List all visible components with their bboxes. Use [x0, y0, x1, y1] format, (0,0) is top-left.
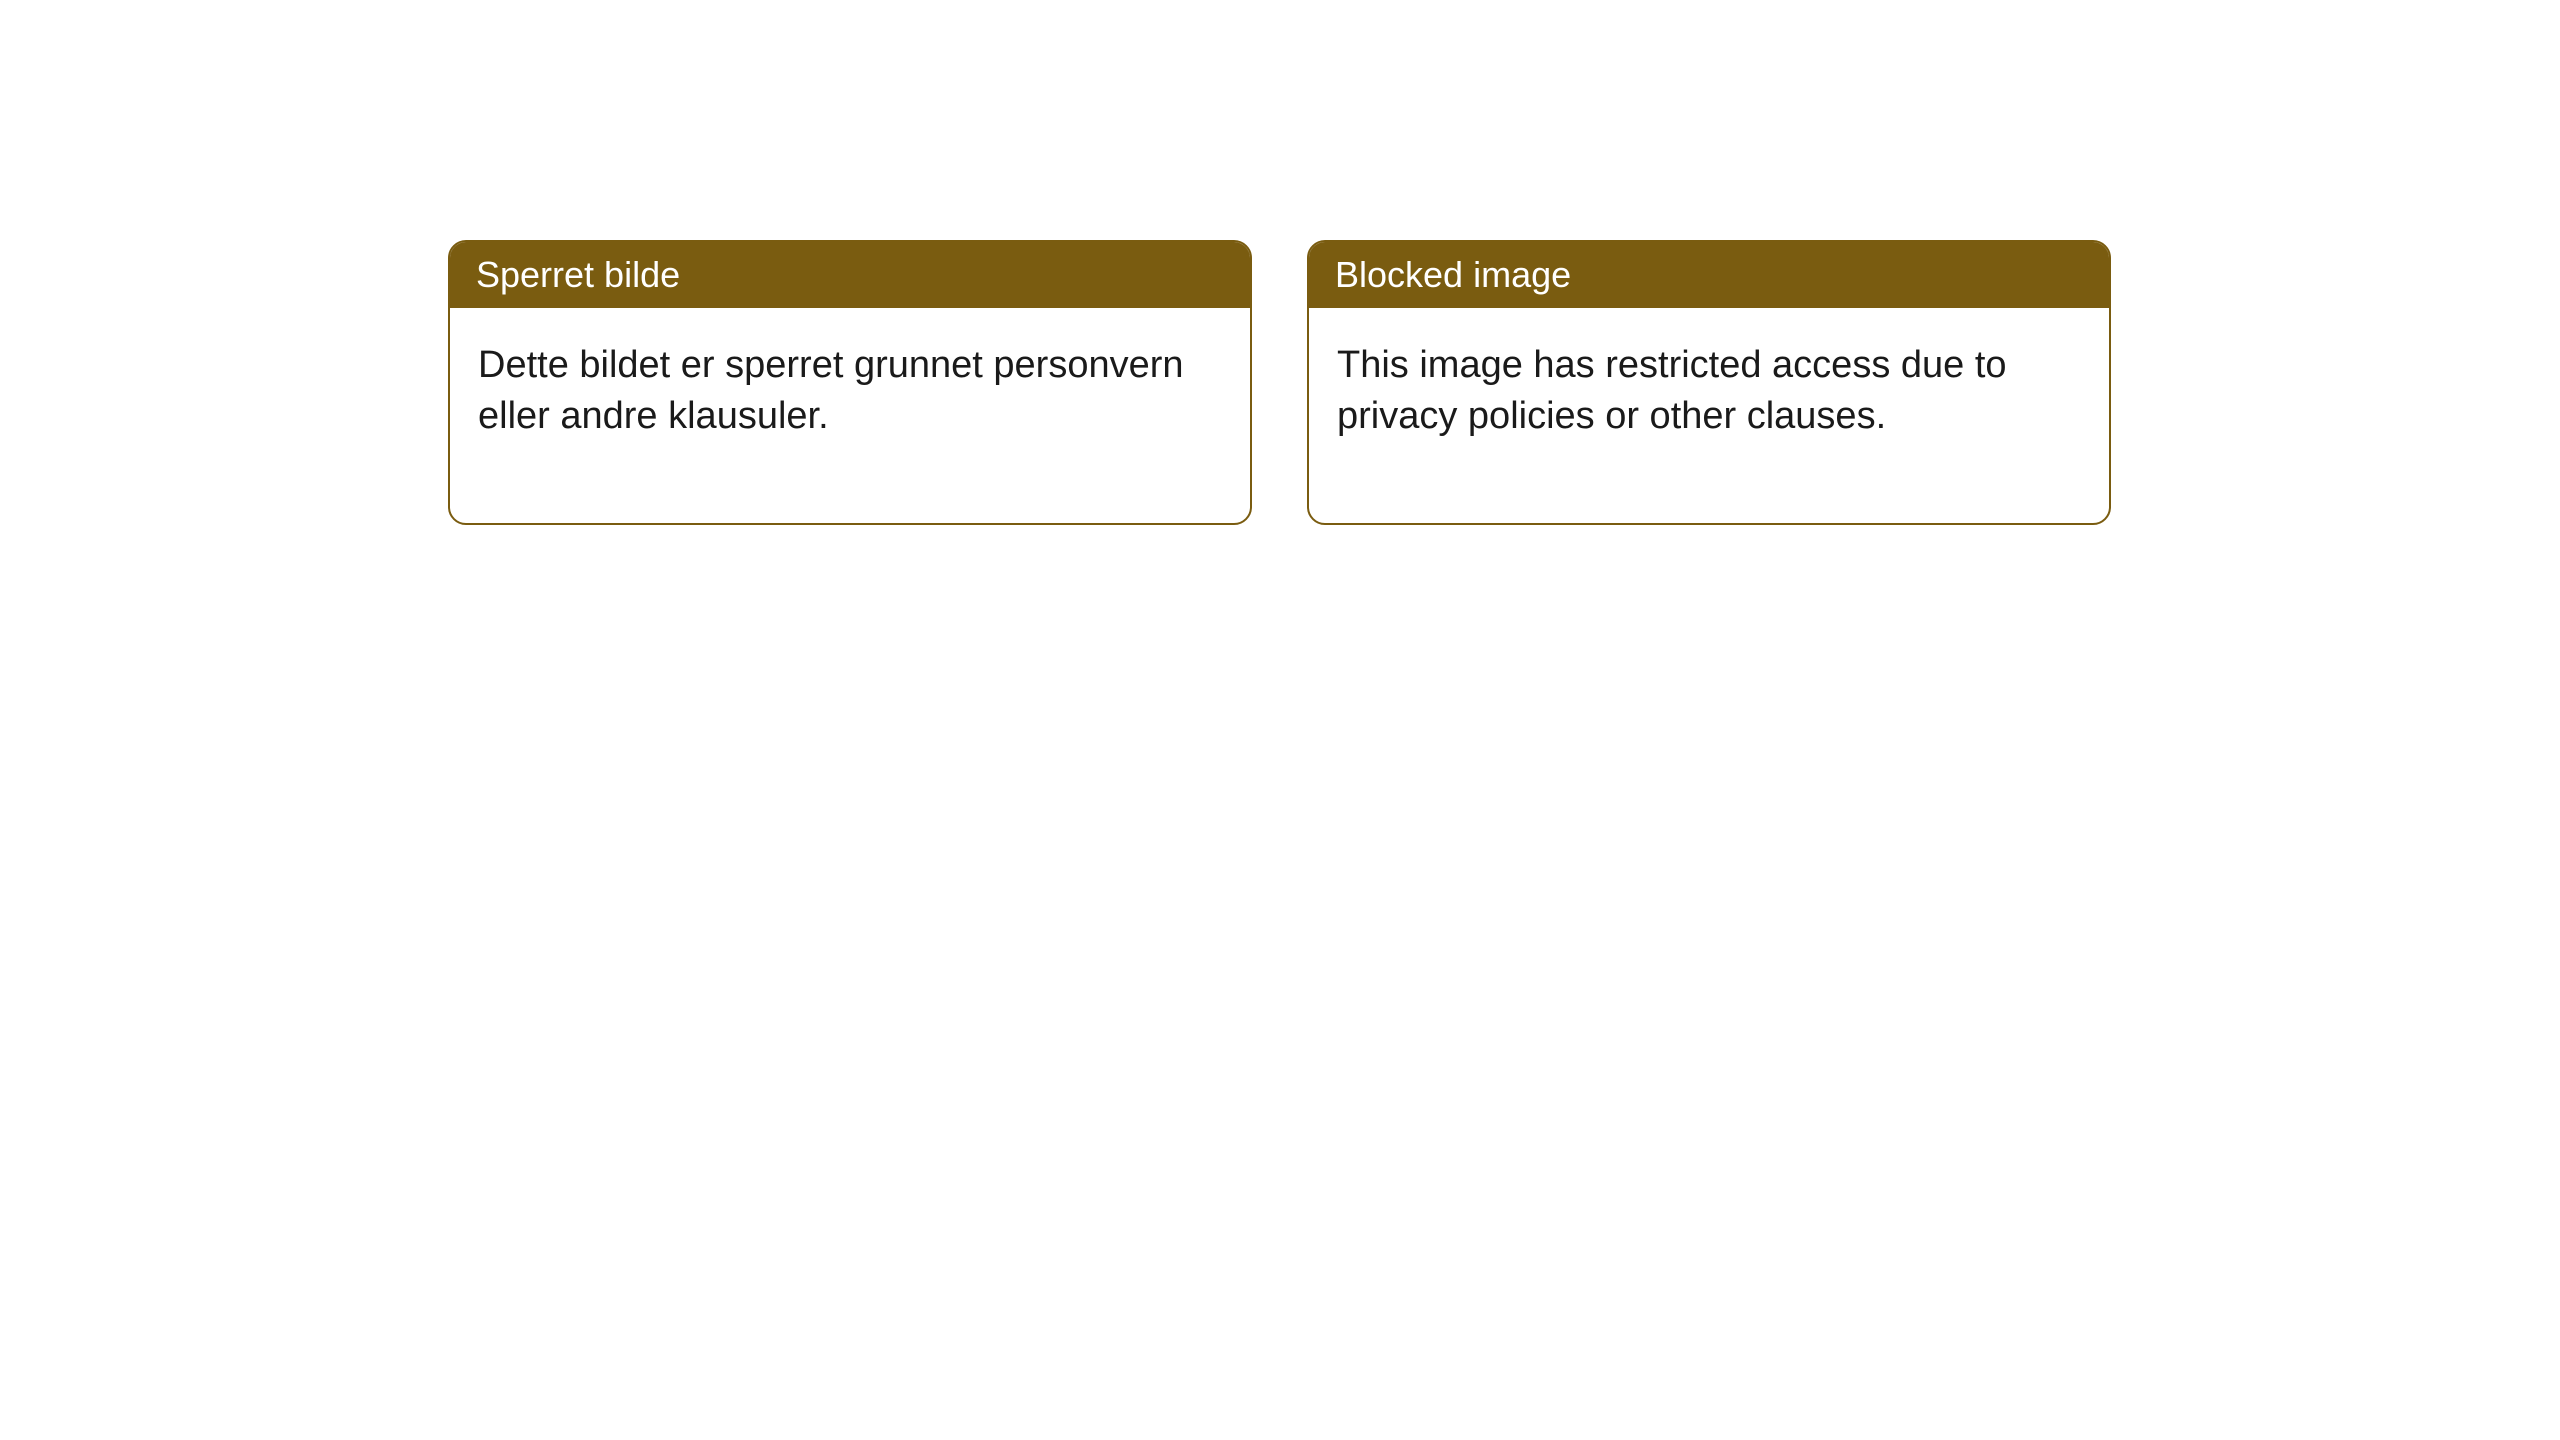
notice-title: Sperret bilde — [476, 254, 680, 295]
notice-body-text: Dette bildet er sperret grunnet personve… — [478, 344, 1184, 437]
notice-title: Blocked image — [1335, 254, 1571, 295]
notice-card-english: Blocked image This image has restricted … — [1307, 240, 2111, 525]
notice-card-norwegian: Sperret bilde Dette bildet er sperret gr… — [448, 240, 1252, 525]
notice-header: Sperret bilde — [450, 242, 1250, 308]
notice-body: This image has restricted access due to … — [1309, 308, 2109, 523]
notice-body-text: This image has restricted access due to … — [1337, 344, 2007, 437]
notice-header: Blocked image — [1309, 242, 2109, 308]
notice-container: Sperret bilde Dette bildet er sperret gr… — [0, 0, 2560, 525]
notice-body: Dette bildet er sperret grunnet personve… — [450, 308, 1250, 523]
